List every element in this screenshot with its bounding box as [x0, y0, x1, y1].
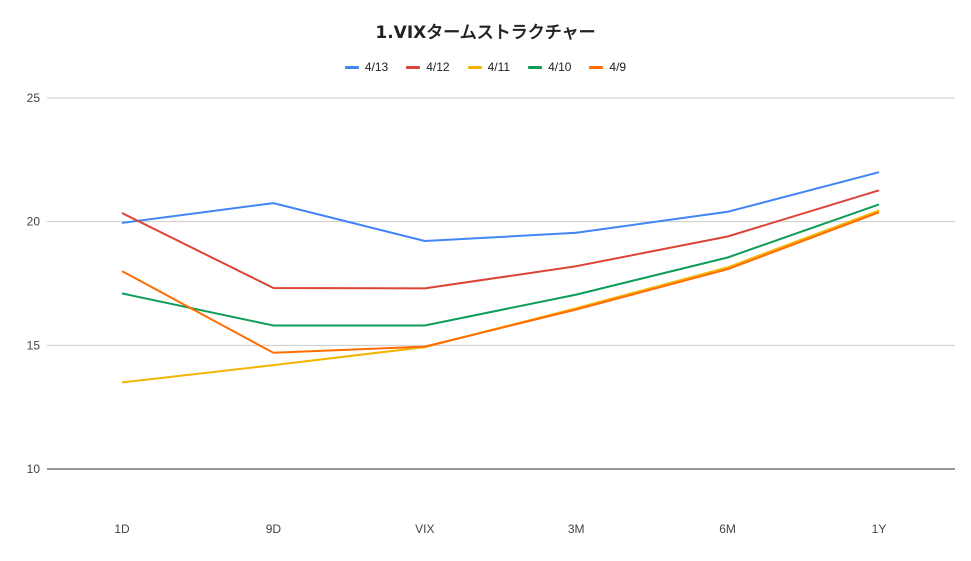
- series-line-4-9: [121, 211, 880, 354]
- legend-label: 4/10: [548, 60, 572, 74]
- legend-swatch: [589, 65, 604, 69]
- legend-item-3: 4/10: [528, 59, 571, 75]
- series-line-4-12: [121, 189, 880, 290]
- y-tick-label: 20: [27, 215, 41, 229]
- x-tick-label: VIX: [415, 522, 434, 536]
- y-tick-label: 25: [27, 91, 41, 105]
- y-tick-label: 10: [27, 462, 41, 476]
- x-tick-label: 3M: [568, 522, 585, 536]
- legend-item-0: 4/13: [344, 59, 389, 75]
- legend-label: 4/12: [426, 60, 450, 74]
- legend: 4/13 4/12 4/11 4/10 4/9: [0, 59, 971, 75]
- x-tick-label: 1D: [114, 522, 130, 536]
- legend-label: 4/11: [487, 60, 511, 74]
- legend-swatch: [467, 65, 482, 69]
- x-tick-label: 6M: [719, 522, 736, 536]
- series-line-4-13: [121, 171, 880, 242]
- legend-swatch: [344, 65, 359, 69]
- legend-label: 4/9: [609, 60, 627, 74]
- legend-swatch: [528, 65, 543, 69]
- legend-label: 4/13: [364, 60, 389, 74]
- legend-swatch: [406, 65, 421, 69]
- chart-title: 1.VIXタームストラクチャー: [375, 23, 596, 43]
- series-line-4-10: [121, 203, 880, 327]
- x-tick-label: 1Y: [872, 522, 887, 536]
- y-tick-label: 15: [27, 338, 41, 352]
- legend-item-1: 4/12: [406, 59, 450, 75]
- legend-item-2: 4/11: [467, 59, 511, 75]
- legend-item-4: 4/9: [589, 59, 626, 75]
- x-tick-label: 9D: [266, 522, 282, 536]
